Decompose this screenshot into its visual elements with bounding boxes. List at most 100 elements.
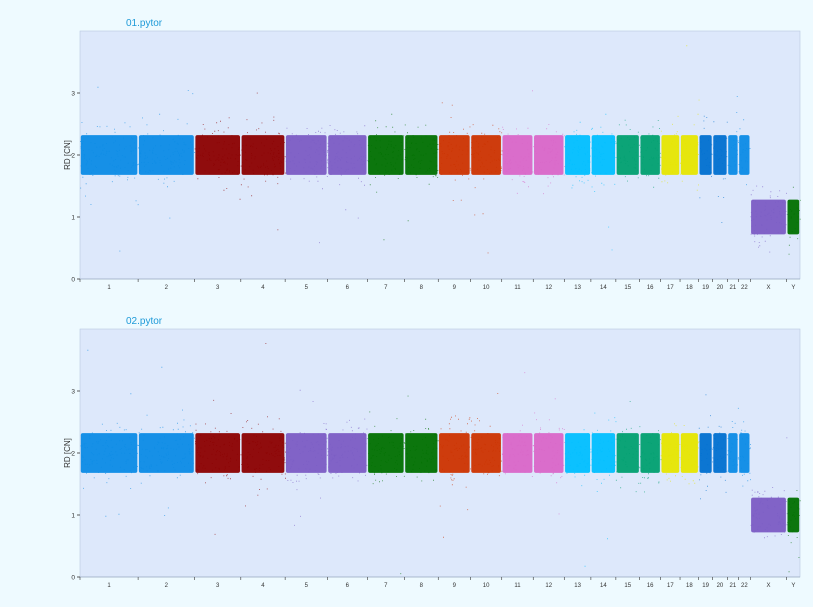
chrom-segment-2: 2 (137, 90, 196, 291)
x-tick-label: 7 (384, 583, 388, 589)
x-tick-label: 6 (346, 285, 350, 291)
x-tick-label: 19 (702, 583, 709, 589)
chrom-segment-10: 10 (470, 393, 503, 589)
x-tick-label: 2 (165, 285, 169, 291)
x-tick-label: 16 (647, 583, 654, 589)
chrom-band (471, 433, 501, 473)
chrom-segment-5: 5 (284, 127, 329, 291)
x-tick-label: 11 (514, 583, 521, 589)
chrom-segment-22: 22 (738, 421, 751, 589)
x-tick-label: 14 (600, 285, 607, 291)
chrom-segment-21: 21 (727, 96, 739, 291)
y-tick-label: 3 (71, 389, 75, 396)
x-tick-label: 5 (305, 285, 309, 291)
chrom-points (699, 115, 713, 199)
chrom-band (405, 433, 438, 473)
chrom-segment-4: 4 (240, 343, 286, 589)
chrom-segment-17: 17 (660, 115, 681, 291)
chrom-band (713, 433, 727, 473)
chrom-band (241, 135, 285, 175)
chrom-segment-16: 16 (639, 430, 662, 589)
y-axis-label: RD [CN] (63, 438, 72, 468)
chrom-segment-17: 17 (660, 423, 681, 589)
chrom-band (699, 433, 712, 473)
chrom-band (328, 433, 367, 473)
x-tick-label: 17 (667, 583, 674, 589)
chrom-segment-9: 9 (437, 415, 471, 589)
chrom-band (699, 135, 712, 175)
chrom-segment-14: 14 (590, 113, 617, 291)
chrom-band (534, 433, 564, 473)
chrom-band (138, 135, 194, 175)
x-tick-label: 21 (730, 583, 737, 589)
chrom-band (739, 135, 750, 175)
chrom-band (640, 433, 660, 473)
chrom-segment-1: 1 (79, 349, 139, 589)
chrom-band (285, 135, 327, 175)
x-tick-label: 8 (420, 285, 424, 291)
chrom-segment-X: X (749, 437, 788, 589)
panel-title: 01.pytor (126, 18, 163, 29)
x-tick-label: 12 (545, 285, 552, 291)
chrom-segment-16: 16 (639, 120, 661, 291)
chrom-points (727, 407, 740, 472)
chrom-segment-21: 21 (727, 407, 740, 589)
panel-title: 02.pytor (126, 316, 163, 327)
chrom-segment-13: 13 (563, 429, 592, 589)
x-tick-label: 10 (483, 285, 490, 291)
chrom-segment-7: 7 (366, 411, 405, 589)
x-tick-label: 20 (717, 583, 724, 589)
x-tick-label: Y (791, 583, 795, 589)
chrom-band (138, 433, 194, 473)
x-tick-label: 19 (702, 285, 709, 291)
x-tick-label: 3 (216, 285, 220, 291)
chrom-segment-10: 10 (470, 124, 503, 291)
x-tick-label: 5 (305, 583, 309, 589)
chrom-segment-1: 1 (79, 86, 139, 291)
x-tick-label: 10 (483, 583, 490, 589)
chrom-segment-9: 9 (437, 102, 472, 291)
chrom-segment-19: 19 (698, 115, 713, 291)
chrom-points (713, 121, 728, 223)
chrom-band (80, 433, 138, 473)
x-tick-label: 8 (420, 583, 424, 589)
chrom-band (591, 433, 616, 473)
chrom-band (661, 433, 680, 473)
chrom-band (328, 135, 367, 175)
x-tick-label: 2 (165, 583, 169, 589)
chrom-segment-5: 5 (284, 389, 328, 589)
x-tick-label: 20 (717, 285, 724, 291)
chrom-points (680, 425, 700, 485)
chrom-band (439, 433, 470, 473)
chrom-band (680, 433, 698, 473)
chrom-segment-15: 15 (615, 401, 641, 589)
x-tick-label: 12 (545, 583, 552, 589)
chrom-band (616, 433, 639, 473)
x-tick-label: 3 (216, 583, 220, 589)
chrom-segment-4: 4 (240, 92, 286, 291)
chrom-band (80, 135, 138, 175)
x-tick-label: 4 (261, 285, 265, 291)
chrom-band (471, 135, 501, 175)
chrom-points (80, 349, 139, 517)
chrom-segment-20: 20 (712, 121, 728, 291)
chrom-segment-12: 12 (532, 124, 566, 291)
y-tick-label: 2 (71, 451, 75, 458)
x-tick-label: 13 (574, 583, 581, 589)
x-tick-label: 1 (107, 285, 111, 291)
chrom-segment-8: 8 (404, 395, 439, 589)
chrom-segment-19: 19 (698, 394, 714, 589)
x-tick-label: 6 (346, 583, 350, 589)
chrom-segment-20: 20 (712, 425, 728, 589)
x-tick-label: 15 (624, 285, 631, 291)
chrom-band (661, 135, 680, 175)
chrom-band (565, 135, 591, 175)
x-tick-label: 15 (624, 583, 631, 589)
chrom-segment-3: 3 (194, 117, 242, 291)
x-tick-label: 1 (107, 583, 111, 589)
chrom-segment-6: 6 (327, 125, 368, 291)
chrom-segment-X: X (749, 185, 788, 291)
x-tick-label: 18 (686, 285, 693, 291)
